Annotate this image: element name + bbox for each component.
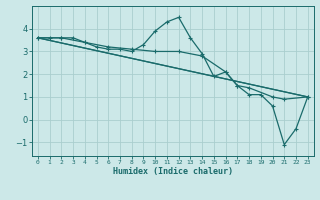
X-axis label: Humidex (Indice chaleur): Humidex (Indice chaleur) (113, 167, 233, 176)
